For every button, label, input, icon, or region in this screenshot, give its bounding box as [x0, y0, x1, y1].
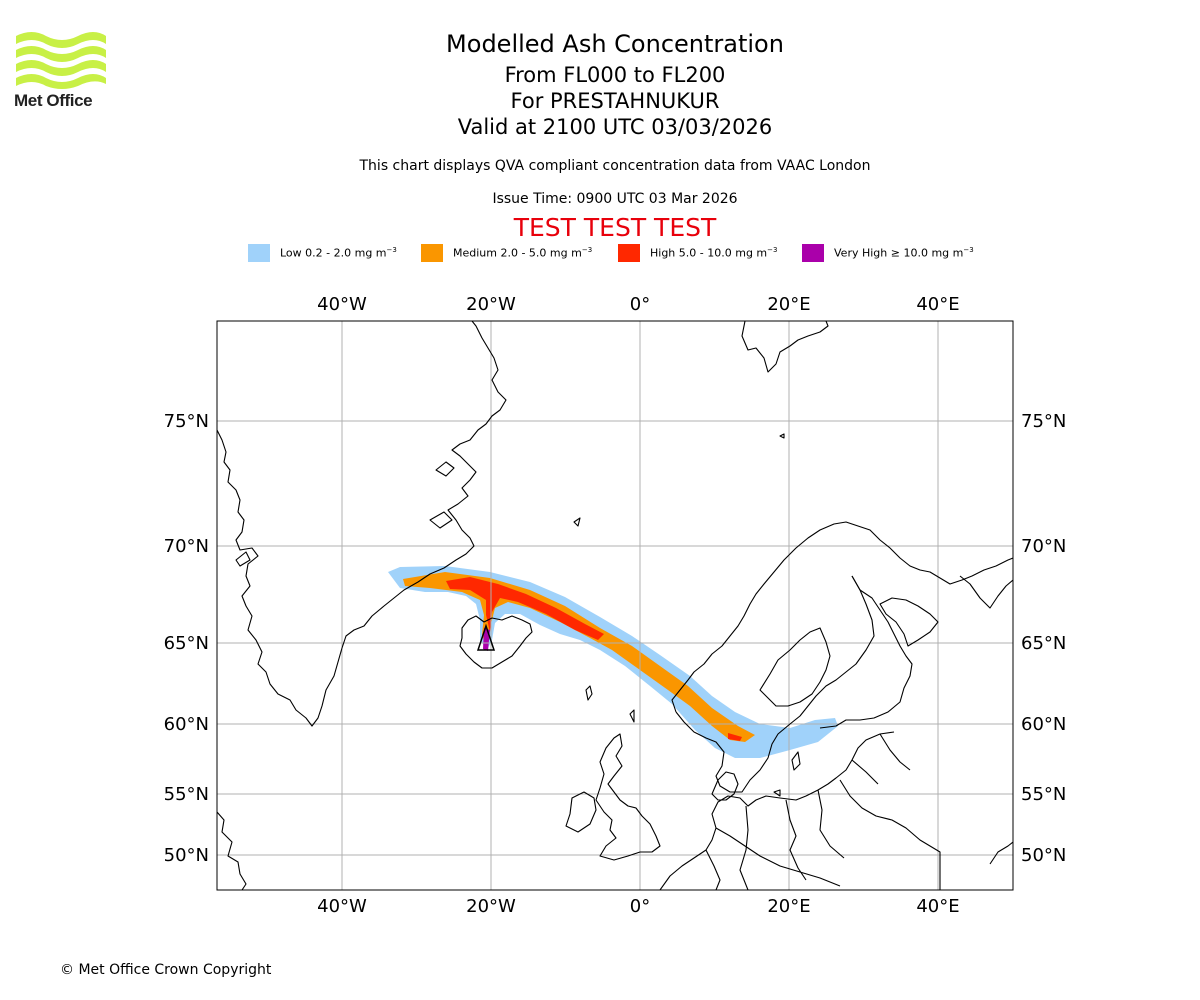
coastline-greenland-inlet-1	[435, 461, 455, 477]
lon-label-bottom: 20°E	[767, 896, 810, 917]
coastline-russia-east	[959, 575, 1013, 609]
coastlines	[217, 321, 1013, 890]
lon-label-bottom: 0°	[630, 896, 650, 917]
lat-label-right: 70°N	[1021, 536, 1066, 557]
coastline-gotland	[791, 751, 801, 771]
ash-area-high-south	[728, 733, 742, 741]
lat-label-right: 65°N	[1021, 633, 1066, 654]
lat-label-left: 60°N	[164, 714, 209, 735]
coastline-iceland	[459, 615, 533, 669]
map-frame	[216, 320, 1014, 891]
lon-label-top: 40°E	[916, 294, 959, 315]
lon-label-top: 40°W	[317, 294, 367, 315]
lat-labels-left: 75°N 70°N 65°N 60°N 55°N 50°N	[164, 411, 209, 866]
coastline-greenland	[217, 321, 507, 727]
graticule	[217, 321, 1013, 890]
legend-swatch-low	[248, 244, 270, 262]
lat-label-right: 60°N	[1021, 714, 1066, 735]
lon-labels-bottom: 40°W 20°W 0° 20°E 40°E	[317, 896, 959, 917]
legend-swatch-high	[618, 244, 640, 262]
coastline-bornholm	[773, 789, 781, 797]
coastline-svalbard	[741, 321, 829, 373]
coastline-great-britain	[595, 733, 661, 861]
test-banner: TEST TEST TEST	[513, 213, 717, 242]
lat-label-left: 55°N	[164, 784, 209, 805]
coastline-continental-europe	[659, 731, 895, 890]
coastline-ireland	[565, 791, 597, 833]
issue-time: Issue Time: 0900 UTC 03 Mar 2026	[492, 191, 738, 207]
ash-area-medium	[403, 572, 755, 742]
coastline-faroe	[585, 685, 593, 701]
ash-area-high	[446, 577, 604, 640]
lat-label-left: 70°N	[164, 536, 209, 557]
lat-label-left: 65°N	[164, 633, 209, 654]
logo-text: Met Office	[14, 91, 93, 110]
lon-label-top: 0°	[630, 294, 650, 315]
country-borders	[705, 733, 941, 890]
lon-label-bottom: 40°E	[916, 896, 959, 917]
coastline-black-sea-area	[989, 841, 1013, 865]
coastline-shetland	[629, 709, 635, 723]
legend-swatch-very-high	[802, 244, 824, 262]
coastline-norway-interior	[759, 627, 831, 707]
volcano-marker-icon	[476, 623, 496, 651]
legend-label-low: Low 0.2 - 2.0 mg m−3	[280, 246, 397, 260]
lon-label-top: 20°W	[466, 294, 516, 315]
coastline-jan-mayen	[573, 517, 581, 527]
coastline-norway	[671, 521, 1013, 713]
met-office-logo	[16, 32, 106, 89]
lon-label-top: 20°E	[767, 294, 810, 315]
coastline-greenland-inlet-3	[235, 551, 251, 567]
lon-labels-top: 40°W 20°W 0° 20°E 40°E	[317, 294, 959, 315]
lat-label-right: 75°N	[1021, 411, 1066, 432]
chart-title: Modelled Ash Concentration	[446, 30, 784, 58]
coastline-labrador	[217, 811, 247, 890]
lat-labels-right: 75°N 70°N 65°N 60°N 55°N 50°N	[1021, 411, 1066, 866]
volcano-name: For PRESTAHNUKUR	[510, 89, 720, 113]
lon-label-bottom: 20°W	[466, 896, 516, 917]
coastline-greenland-inlet-2	[429, 511, 453, 529]
ash-area-low	[388, 566, 838, 758]
qva-note: This chart displays QVA compliant concen…	[359, 158, 871, 174]
legend-label-very-high: Very High ≥ 10.0 mg m−3	[834, 246, 974, 260]
lat-label-left: 75°N	[164, 411, 209, 432]
coastline-finland	[819, 575, 913, 729]
lat-label-left: 50°N	[164, 845, 209, 866]
legend-label-medium: Medium 2.0 - 5.0 mg m−3	[453, 246, 593, 260]
flight-level-range: From FL000 to FL200	[504, 63, 726, 87]
coastline-bear-island	[779, 433, 785, 439]
coastline-sweden-baltic	[675, 575, 875, 793]
copyright-notice: © Met Office Crown Copyright	[60, 962, 272, 978]
coastline-denmark	[711, 771, 739, 801]
title-block: Modelled Ash Concentration From FL000 to…	[315, 30, 915, 140]
legend-label-high: High 5.0 - 10.0 mg m−3	[650, 246, 778, 260]
legend-swatch-medium	[421, 244, 443, 262]
valid-time: Valid at 2100 UTC 03/03/2026	[457, 115, 773, 139]
lat-label-right: 55°N	[1021, 784, 1066, 805]
lon-label-bottom: 40°W	[317, 896, 367, 917]
lat-label-right: 50°N	[1021, 845, 1066, 866]
coastline-kola	[879, 597, 939, 647]
